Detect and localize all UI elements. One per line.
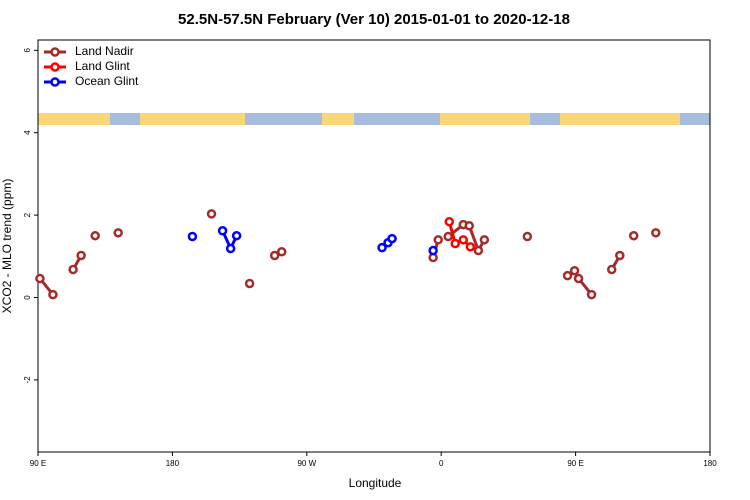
data-point [444,216,455,227]
data-point [187,231,198,242]
data-point [479,235,490,245]
data-point [586,289,597,300]
legend-marker [50,62,60,72]
data-point [433,235,443,245]
legend-marker [50,47,60,57]
data-point [628,230,639,241]
x-tick-label: 180 [703,459,717,468]
legend-label: Land Nadir [75,44,134,58]
data-point [76,250,86,261]
legend-marker [50,77,60,87]
x-tick-label: 90 E [567,459,583,468]
data-point [68,264,78,275]
data-point [225,243,236,254]
data-point [276,247,287,257]
data-point [458,235,469,245]
data-point [651,228,661,238]
y-tick-label: 4 [23,130,32,135]
data-point [522,231,533,242]
x-tick-label: 180 [166,459,180,468]
data-point [377,242,387,253]
data-point [562,270,573,281]
data-point [569,265,580,276]
data-point [269,250,280,261]
data-point [231,230,242,241]
data-point [465,242,476,252]
data-point [428,245,438,256]
legend-label: Land Glint [75,59,130,73]
chart-title: 52.5N-57.5N February (Ver 10) 2015-01-01… [178,11,570,28]
data-point [573,273,584,284]
data-point [113,228,123,238]
y-tick-label: -2 [23,376,32,384]
data-point [615,250,625,261]
x-tick-label: 0 [439,459,444,468]
data-point [35,273,45,284]
land-ocean-strip [38,113,710,125]
data-point [606,264,617,275]
y-axis-label: XCO2 - MLO trend (ppm) [0,179,14,314]
plot-frame [37,39,711,453]
data-point [450,238,460,249]
y-tick-label: 2 [23,212,32,217]
y-tick-label: 0 [23,295,32,300]
data-point [464,221,475,231]
x-axis-label: Longitude [349,476,402,490]
y-tick-label: 6 [23,48,32,53]
data-point [387,233,397,244]
data-point [217,226,228,236]
data-point [48,289,58,300]
data-point [244,278,255,289]
data-point [473,245,484,256]
data-point [443,231,453,242]
x-tick-label: 90 E [30,459,46,468]
data-point [206,209,217,219]
data-point [90,230,100,241]
x-tick-label: 90 W [297,459,316,468]
legend-label: Ocean Glint [75,74,139,88]
